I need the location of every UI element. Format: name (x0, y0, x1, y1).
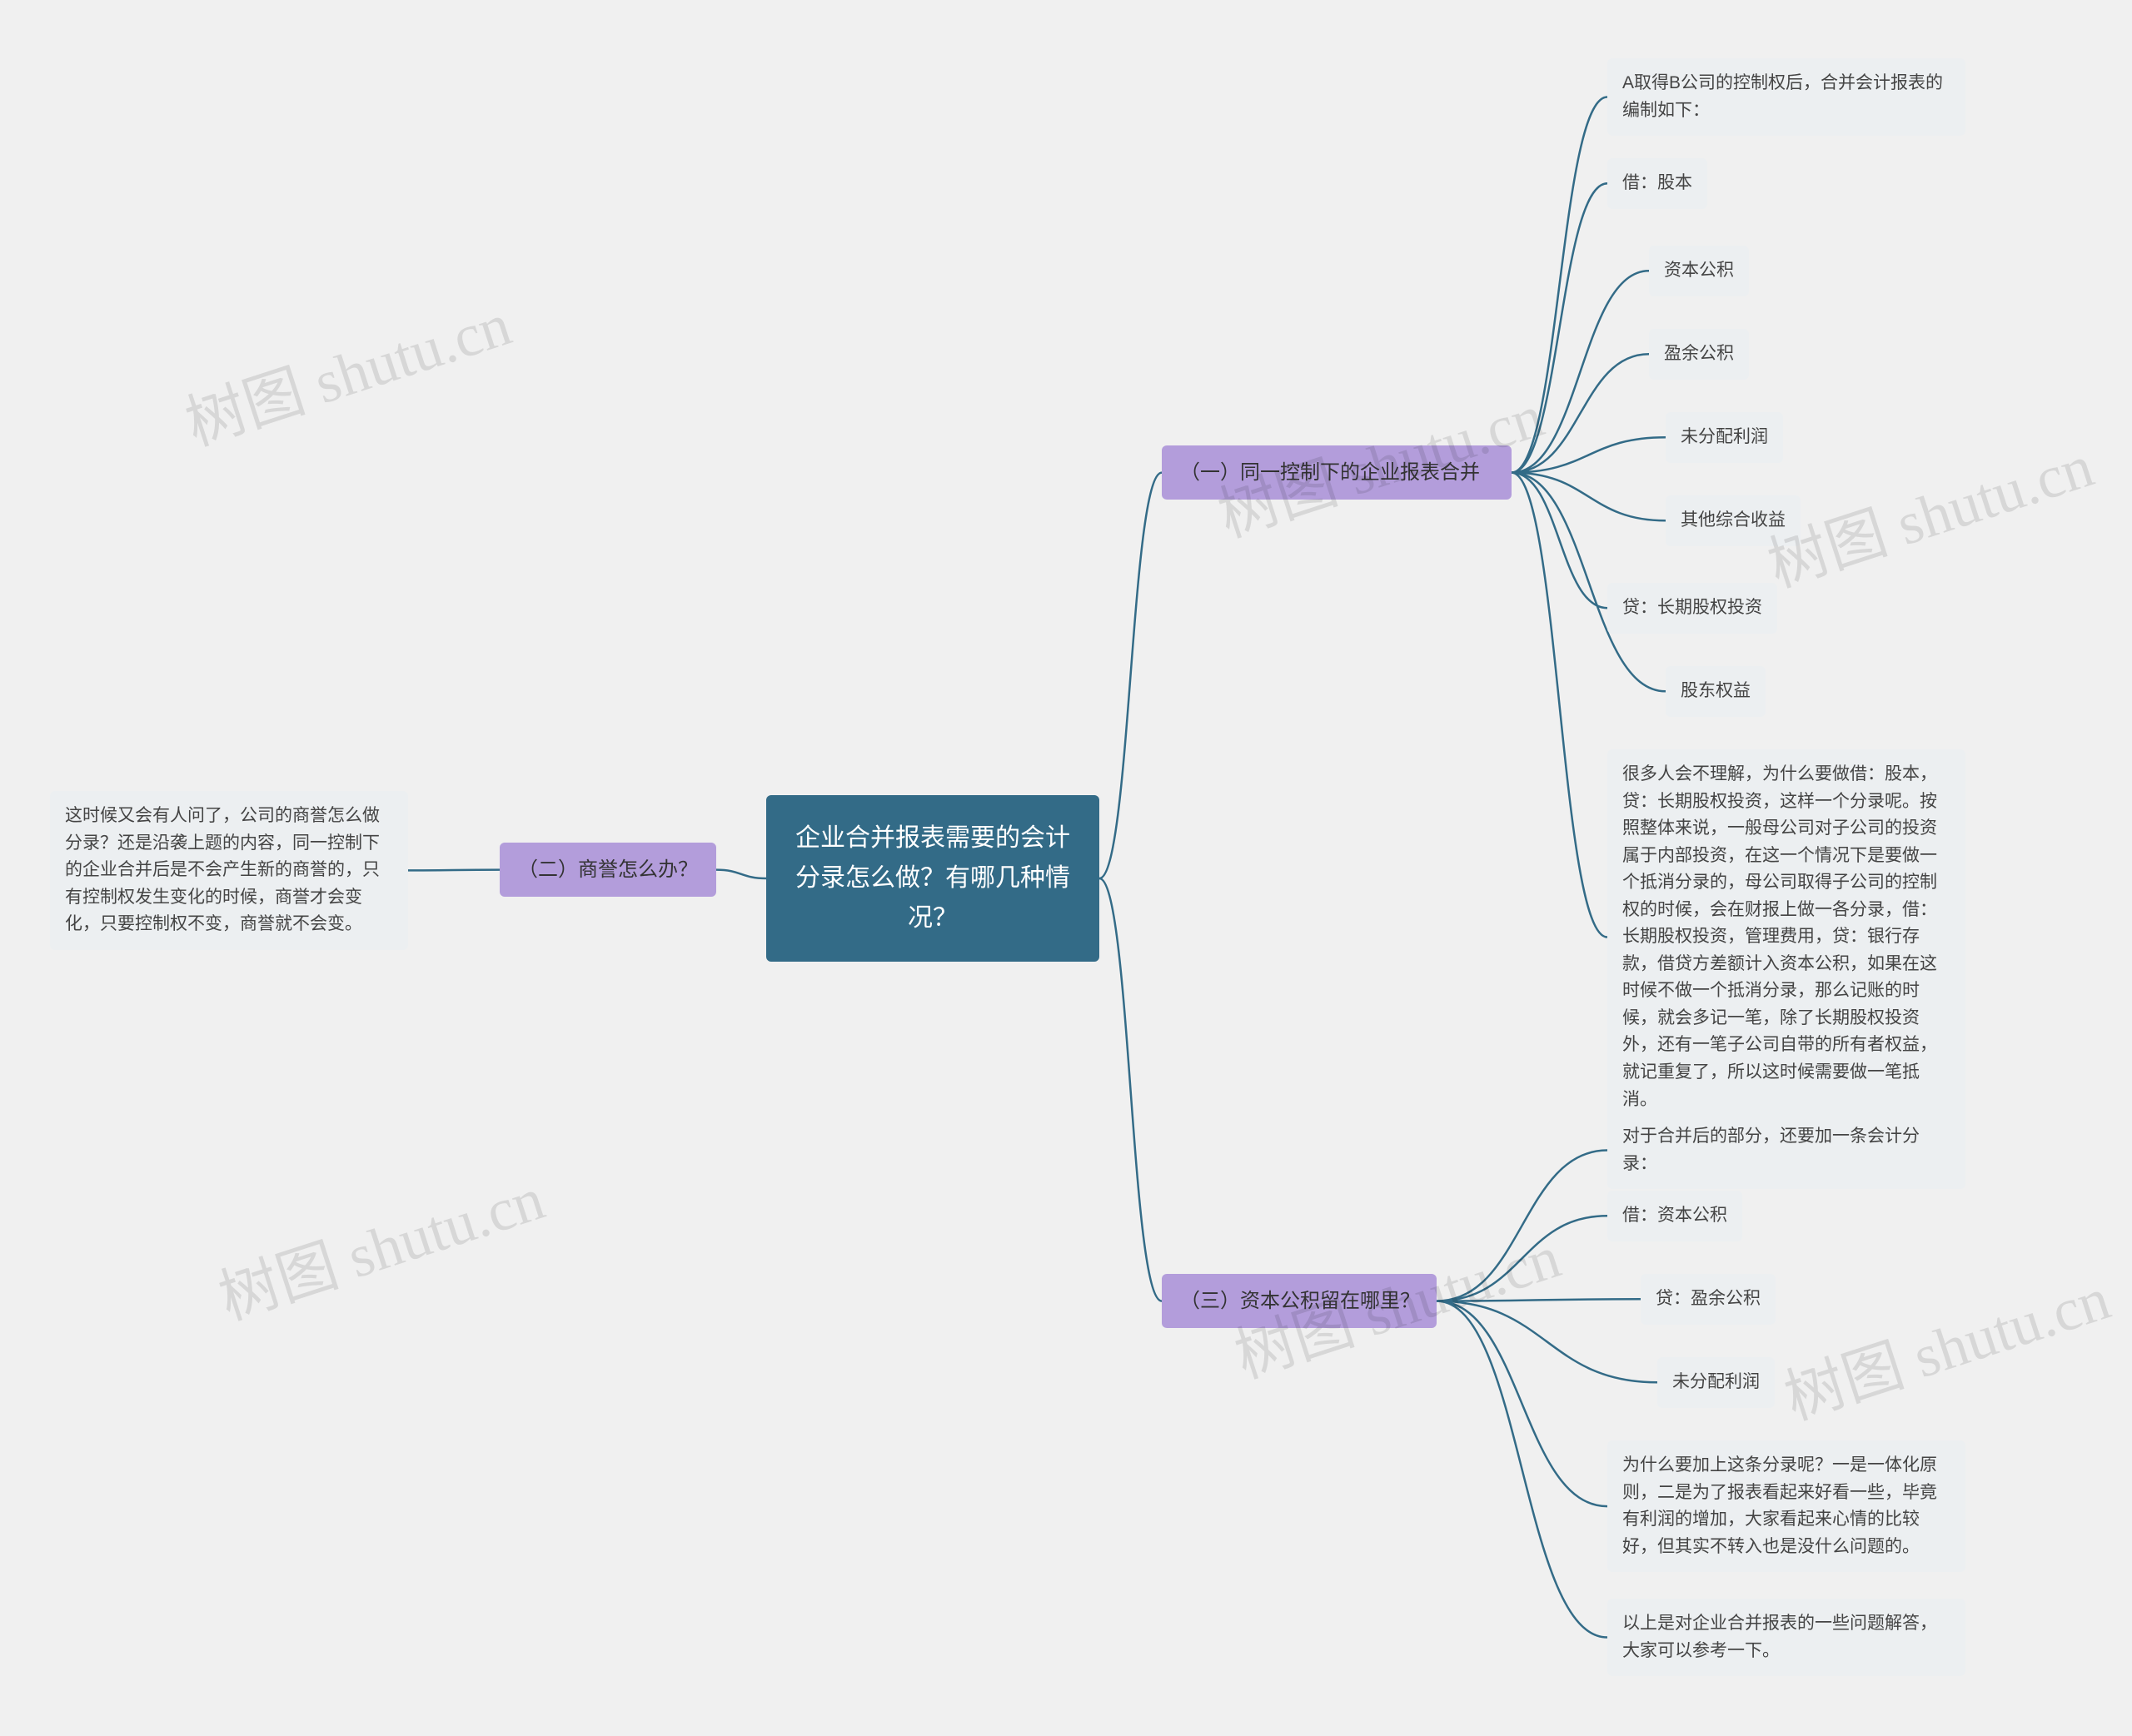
connector (1512, 183, 1607, 472)
leaf-node: 很多人会不理解，为什么要做借：股本，贷：长期股权投资，这样一个分录呢。按照整体来… (1607, 749, 1965, 1125)
leaf-node: 贷：长期股权投资 (1607, 583, 1777, 634)
connector (1512, 271, 1649, 472)
leaf-node: 其他综合收益 (1666, 495, 1801, 546)
leaf-node: 对于合并后的部分，还要加一条会计分录： (1607, 1112, 1965, 1189)
root-node[interactable]: 企业合并报表需要的会计分录怎么做？有哪几种情况？ (766, 795, 1099, 962)
connector (1437, 1216, 1607, 1301)
connector (1099, 878, 1162, 1301)
mindmap-canvas: 企业合并报表需要的会计分录怎么做？有哪几种情况？ （一）同一控制下的企业报表合并 （… (0, 0, 2132, 1736)
watermark: 树图 shutu.cn (1772, 1249, 2120, 1436)
connector (1512, 437, 1666, 472)
leaf-node: 未分配利润 (1666, 412, 1783, 463)
connector (716, 870, 766, 878)
connector (1512, 473, 1607, 609)
connector (1437, 1151, 1607, 1301)
connector (1512, 97, 1607, 473)
watermark: 树图 shutu.cn (1756, 416, 2103, 604)
leaf-node: 以上是对企业合并报表的一些问题解答，大家可以参考一下。 (1607, 1599, 1965, 1676)
leaf-node: 资本公积 (1649, 246, 1749, 296)
connector (1437, 1301, 1607, 1507)
leaf-node: A取得B公司的控制权后，合并会计报表的编制如下： (1607, 58, 1965, 136)
connector (1512, 473, 1666, 692)
leaf-node: 贷：盈余公积 (1641, 1274, 1776, 1325)
watermark: 树图 shutu.cn (207, 1149, 554, 1336)
connector (1437, 1301, 1607, 1638)
leaf-node: 借：资本公积 (1607, 1191, 1742, 1241)
leaf-node: 为什么要加上这条分录呢？一是一体化原则，二是为了报表看起来好看一些，毕竟有利润的… (1607, 1440, 1965, 1572)
branch-node[interactable]: （二）商誉怎么办？ (500, 843, 716, 897)
branch-node[interactable]: （一）同一控制下的企业报表合并 (1162, 445, 1512, 500)
leaf-node: 这时候又会有人问了，公司的商誉怎么做分录？还是沿袭上题的内容，同一控制下的企业合… (50, 791, 408, 950)
watermark: 树图 shutu.cn (173, 275, 521, 462)
connector (1512, 473, 1666, 521)
leaf-node: 借：股本 (1607, 158, 1707, 209)
connector (408, 870, 500, 871)
leaf-node: 盈余公积 (1649, 329, 1749, 380)
connector (1512, 473, 1607, 938)
connector (1437, 1299, 1641, 1301)
branch-node[interactable]: （三）资本公积留在哪里？ (1162, 1274, 1437, 1328)
leaf-node: 未分配利润 (1657, 1357, 1775, 1408)
leaf-node: 股东权益 (1666, 666, 1766, 717)
connector (1512, 354, 1649, 472)
connector (1099, 473, 1162, 878)
connector (1437, 1301, 1657, 1383)
